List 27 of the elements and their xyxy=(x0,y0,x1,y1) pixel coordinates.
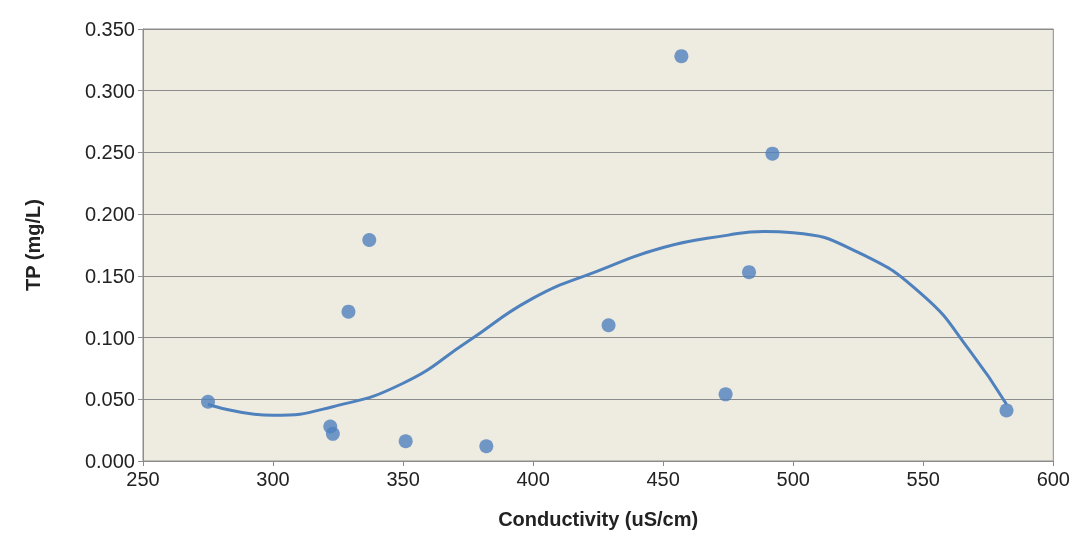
x-tick-label: 450 xyxy=(646,468,680,490)
point xyxy=(325,426,340,441)
point xyxy=(765,146,780,161)
x-tick-label: 350 xyxy=(386,468,420,490)
x-tick-label: 550 xyxy=(906,468,940,490)
x-tick-label: 300 xyxy=(256,468,290,490)
y-tick-label: 0.300 xyxy=(84,79,135,102)
point xyxy=(601,318,616,333)
point xyxy=(398,434,413,449)
y-tick-label: 0.200 xyxy=(84,203,135,226)
point xyxy=(999,403,1014,418)
point xyxy=(479,439,494,454)
x-tick-label: 600 xyxy=(1036,468,1070,490)
point xyxy=(341,304,356,319)
y-tick-label: 0.150 xyxy=(84,264,135,287)
y-tick-label: 0.350 xyxy=(84,18,135,40)
y-axis-title: TP (mg/L) xyxy=(22,199,44,291)
y-tick-label: 0.100 xyxy=(84,326,135,349)
x-axis-title: Conductivity (uS/cm) xyxy=(498,508,699,530)
point xyxy=(674,49,689,64)
point xyxy=(742,265,757,280)
point xyxy=(718,387,733,402)
y-tick-label: 0.050 xyxy=(84,388,135,411)
x-tick-label: 500 xyxy=(776,468,810,490)
point xyxy=(362,233,377,248)
x-tick-label: 400 xyxy=(516,468,550,490)
y-tick-label: 0.250 xyxy=(84,141,135,164)
